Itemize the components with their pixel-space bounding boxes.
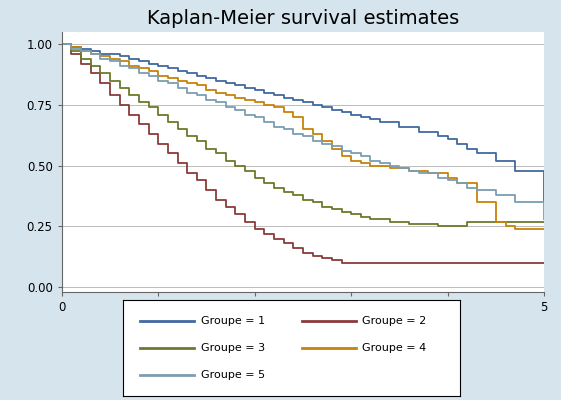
X-axis label: analysis time: analysis time	[259, 320, 347, 332]
Text: Groupe = 4: Groupe = 4	[362, 343, 427, 353]
Title: Kaplan-Meier survival estimates: Kaplan-Meier survival estimates	[147, 9, 459, 28]
Text: Groupe = 3: Groupe = 3	[201, 343, 265, 353]
Text: Groupe = 5: Groupe = 5	[201, 370, 265, 380]
Text: Groupe = 1: Groupe = 1	[201, 316, 265, 326]
Text: Groupe = 2: Groupe = 2	[362, 316, 427, 326]
